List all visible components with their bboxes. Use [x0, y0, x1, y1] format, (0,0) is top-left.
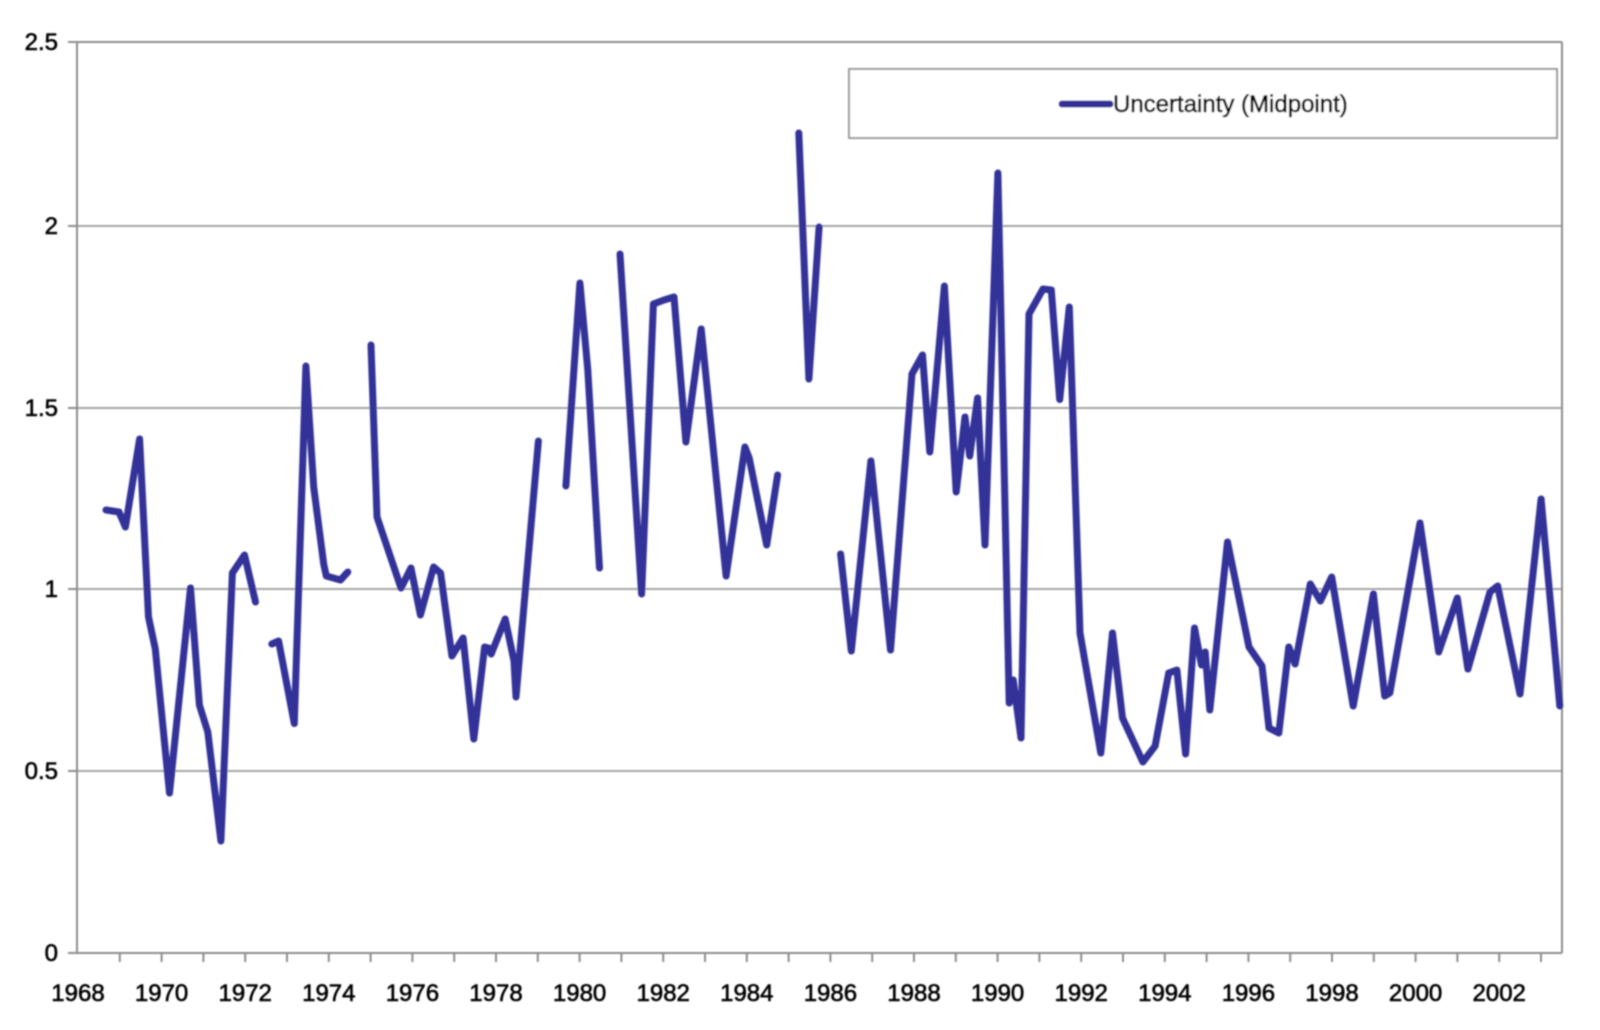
- svg-text:0: 0: [45, 940, 58, 967]
- svg-text:2000: 2000: [1389, 980, 1442, 1007]
- svg-text:1994: 1994: [1138, 980, 1191, 1007]
- svg-text:Uncertainty (Midpoint): Uncertainty (Midpoint): [1113, 91, 1348, 118]
- svg-text:0.5: 0.5: [25, 758, 58, 785]
- svg-text:1970: 1970: [135, 980, 188, 1007]
- svg-text:2: 2: [45, 213, 58, 240]
- svg-text:1986: 1986: [804, 980, 857, 1007]
- svg-text:1976: 1976: [386, 980, 439, 1007]
- svg-text:1972: 1972: [219, 980, 272, 1007]
- svg-text:2002: 2002: [1473, 980, 1526, 1007]
- svg-text:1974: 1974: [302, 980, 355, 1007]
- svg-text:1988: 1988: [887, 980, 940, 1007]
- svg-text:1978: 1978: [469, 980, 522, 1007]
- svg-text:1982: 1982: [637, 980, 690, 1007]
- svg-text:1984: 1984: [720, 980, 773, 1007]
- svg-text:1996: 1996: [1222, 980, 1275, 1007]
- svg-text:1992: 1992: [1055, 980, 1108, 1007]
- svg-text:1980: 1980: [553, 980, 606, 1007]
- svg-text:1.5: 1.5: [25, 395, 58, 422]
- svg-text:1990: 1990: [971, 980, 1024, 1007]
- svg-text:1968: 1968: [51, 980, 104, 1007]
- svg-text:2.5: 2.5: [25, 29, 58, 56]
- svg-text:1: 1: [45, 576, 58, 603]
- svg-text:1998: 1998: [1305, 980, 1358, 1007]
